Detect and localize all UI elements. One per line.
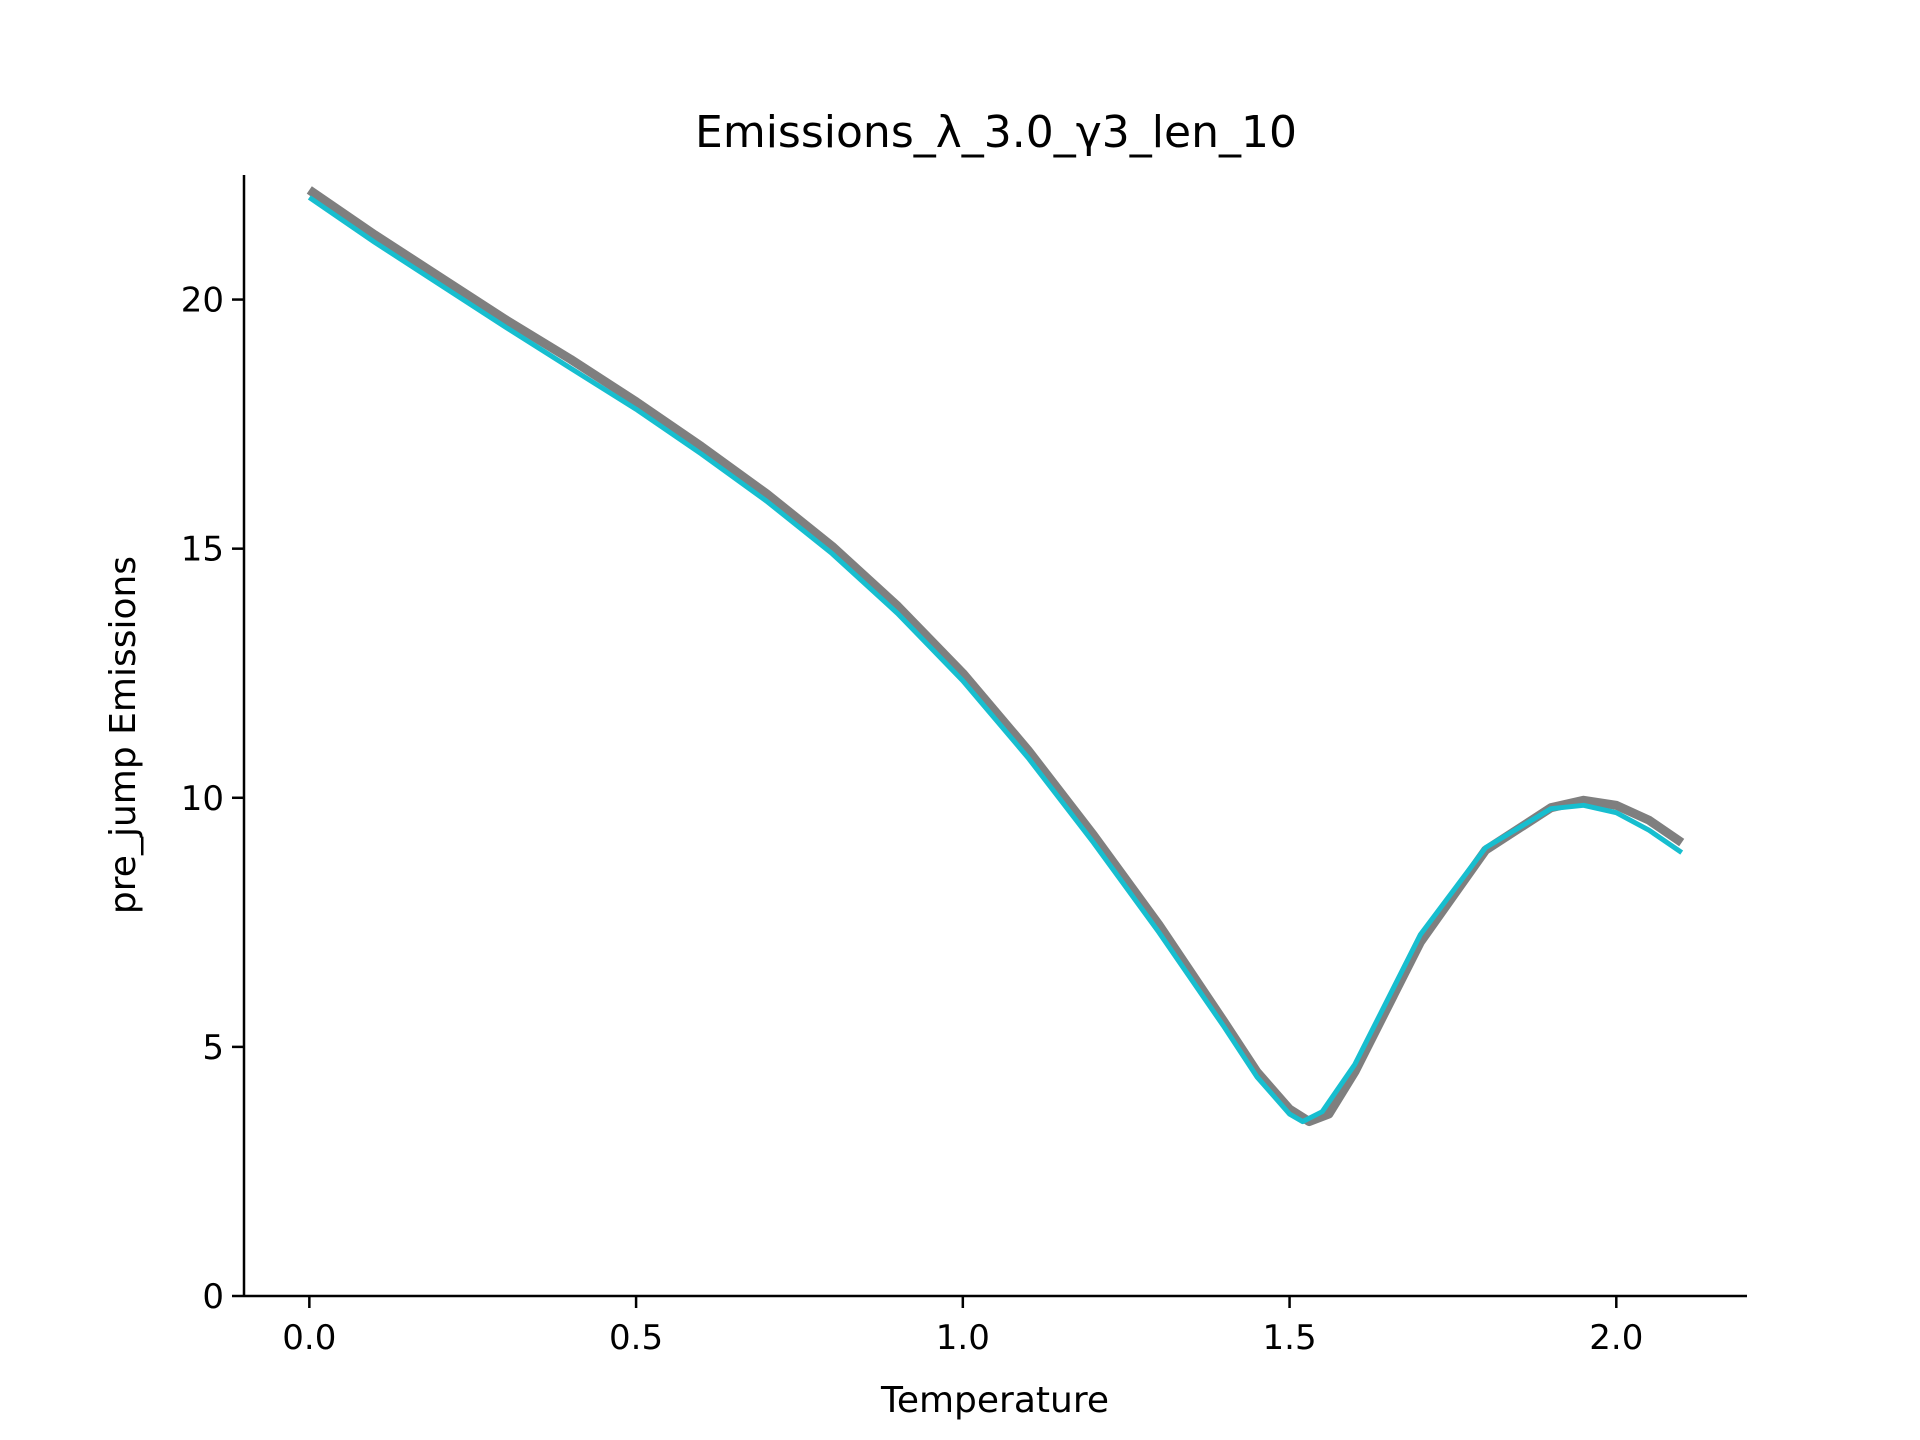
x-tick-label: 0.0 (282, 1318, 336, 1358)
y-tick-label: 15 (181, 530, 224, 570)
x-axis-label: Temperature (880, 1380, 1109, 1421)
x-tick-label: 1.0 (936, 1318, 990, 1358)
y-ticks: 0 5 10 15 20 (181, 281, 244, 1317)
series-layer (306, 186, 1685, 1127)
y-tick-label: 20 (181, 281, 224, 321)
y-tick-label: 5 (202, 1028, 224, 1068)
x-ticks: 0.0 0.5 1.0 1.5 2.0 (282, 1296, 1643, 1358)
y-axis-label: pre_jump Emissions (103, 556, 144, 914)
y-tick-label: 0 (202, 1277, 224, 1317)
x-tick-label: 1.5 (1263, 1318, 1317, 1358)
y-tick-label: 10 (181, 779, 224, 819)
chart-title: Emissions_λ_3.0_γ3_len_10 (695, 107, 1297, 158)
x-tick-label: 0.5 (609, 1318, 663, 1358)
series-line-1 (307, 195, 1684, 1125)
x-tick-label: 2.0 (1589, 1318, 1643, 1358)
